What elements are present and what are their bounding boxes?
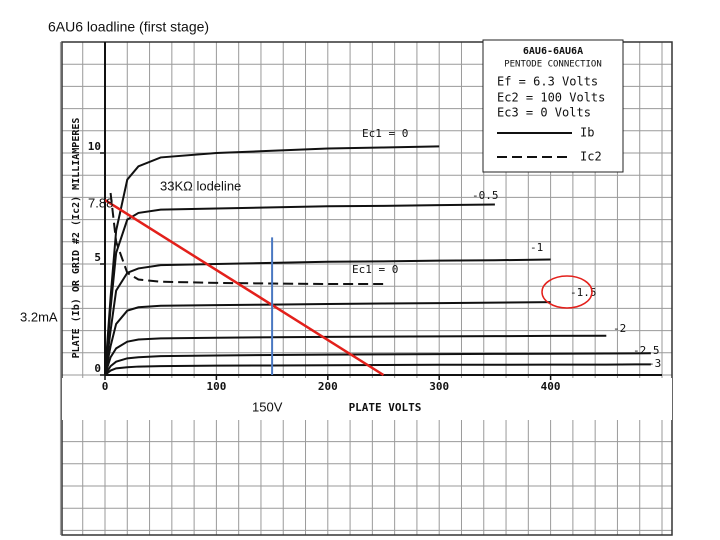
curve bbox=[104, 334, 607, 376]
legend-condition: Ec3 = 0 Volts bbox=[497, 106, 591, 120]
y-axis-label: PLATE (Ib) OR GRID #2 (Ic2) MILLIAMPERES bbox=[71, 118, 82, 359]
loadline-start-label: 7.88 bbox=[88, 195, 113, 210]
legend-subtitle: PENTODE CONNECTION bbox=[504, 60, 602, 70]
loadline bbox=[104, 199, 385, 377]
curve bbox=[104, 258, 551, 376]
curve-label: -1 bbox=[530, 241, 543, 254]
curve-label: -0.5 bbox=[472, 189, 499, 202]
loadline-label: 33KΩ lodeline bbox=[160, 178, 241, 193]
legend-box bbox=[482, 39, 624, 173]
highlight-circle bbox=[541, 275, 593, 309]
curve bbox=[104, 301, 551, 376]
curve bbox=[104, 203, 495, 376]
legend-condition: Ec2 = 100 Volts bbox=[497, 91, 605, 105]
label-strip bbox=[62, 378, 672, 420]
legend-dashed-label: Ic2 bbox=[580, 150, 602, 164]
legend-title: 6AU6-6AU6A bbox=[523, 46, 583, 57]
plot: 0 100 200 300 400 0 5 10 Ec1 = 0 -0.5 -1 -1.5 -2 -2.5… bbox=[88, 42, 662, 393]
curve bbox=[104, 145, 440, 376]
chart-title: 6AU6 loadline (first stage) bbox=[48, 19, 209, 35]
y-tick-label: 5 bbox=[94, 251, 101, 264]
curve-label: -3 bbox=[648, 357, 661, 370]
curve-label: -2 bbox=[613, 322, 626, 335]
legend-solid-label: Ib bbox=[580, 126, 594, 140]
y-tick-label: 0 bbox=[94, 362, 101, 375]
x-axis-label: PLATE VOLTS bbox=[349, 401, 422, 414]
curve-label: Ec1 = 0 bbox=[362, 127, 408, 140]
x-tick-label: 300 bbox=[429, 380, 449, 393]
operating-current-label: 3.2mA bbox=[20, 309, 58, 324]
y-tick-label: 10 bbox=[88, 140, 101, 153]
paper-frame bbox=[61, 41, 673, 536]
curve bbox=[109, 192, 384, 285]
x-tick-label: 200 bbox=[318, 380, 338, 393]
x-tick-label: 400 bbox=[541, 380, 561, 393]
operating-voltage-label: 150V bbox=[252, 399, 283, 414]
legend-condition: Ef = 6.3 Volts bbox=[497, 75, 598, 89]
curve-label: -1.5 bbox=[570, 286, 597, 299]
curve-label: Ec1 = 0 bbox=[352, 263, 398, 276]
curve-label: -2.5 bbox=[633, 344, 660, 357]
x-tick-label: 100 bbox=[206, 380, 226, 393]
x-tick-label: 0 bbox=[102, 380, 109, 393]
